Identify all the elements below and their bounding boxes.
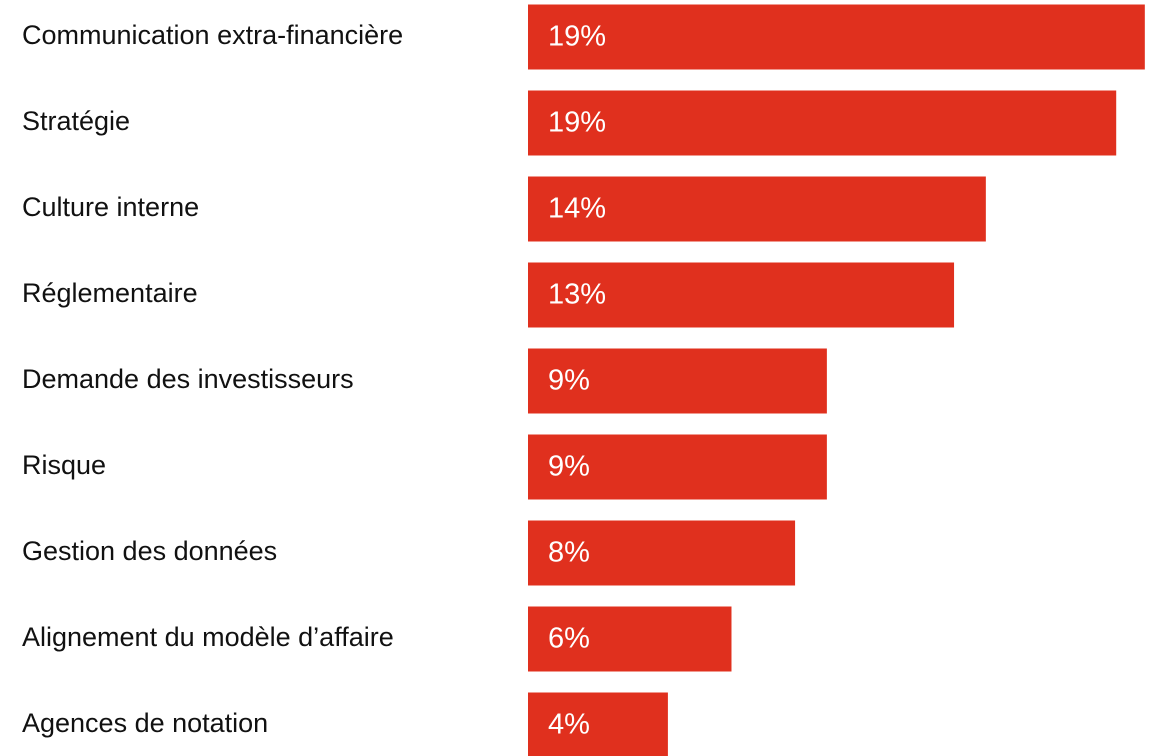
bar bbox=[528, 176, 986, 242]
category-label: Alignement du modèle d’affaire bbox=[22, 622, 394, 652]
category-label: Communication extra-financière bbox=[22, 20, 403, 50]
value-label: 6% bbox=[548, 623, 590, 655]
category-label: Culture interne bbox=[22, 192, 199, 222]
category-label: Demande des investisseurs bbox=[22, 364, 354, 394]
bar bbox=[528, 520, 796, 586]
bar bbox=[528, 4, 1145, 70]
bar bbox=[528, 434, 827, 500]
value-label: 14% bbox=[548, 193, 606, 225]
category-label: Réglementaire bbox=[22, 278, 198, 308]
value-label: 19% bbox=[548, 107, 606, 139]
category-label: Risque bbox=[22, 450, 106, 480]
category-label: Agences de notation bbox=[22, 708, 268, 738]
value-label: 9% bbox=[548, 451, 590, 483]
bar bbox=[528, 606, 732, 672]
bar bbox=[528, 262, 955, 328]
bar bbox=[528, 90, 1117, 156]
value-label: 19% bbox=[548, 21, 606, 53]
value-label: 9% bbox=[548, 365, 590, 397]
category-label: Gestion des données bbox=[22, 536, 277, 566]
bar bbox=[528, 348, 827, 414]
bar bbox=[528, 692, 668, 756]
value-label: 13% bbox=[548, 279, 606, 311]
value-label: 4% bbox=[548, 709, 590, 741]
value-label: 8% bbox=[548, 537, 590, 569]
category-label: Stratégie bbox=[22, 106, 130, 136]
